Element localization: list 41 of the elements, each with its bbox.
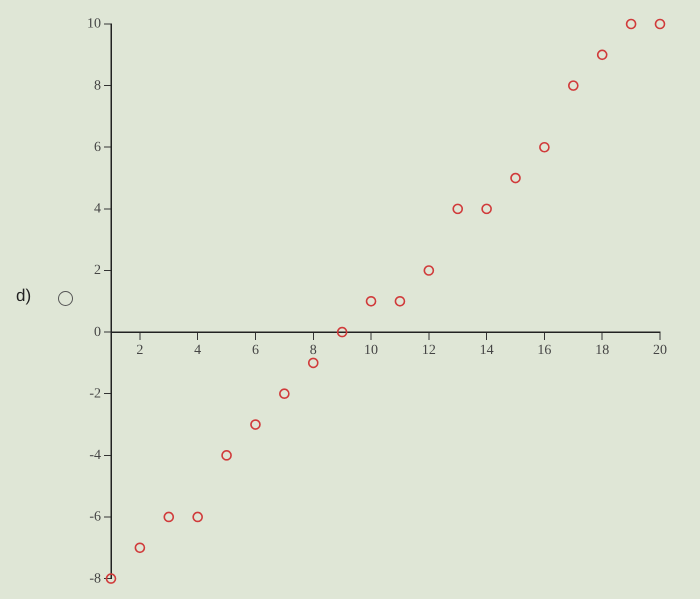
- y-tick-label: 8: [94, 78, 101, 94]
- x-tick-label: 10: [364, 343, 378, 358]
- point: [308, 358, 319, 368]
- y-tick-label: -4: [89, 448, 101, 464]
- x-tick-label: 20: [653, 343, 667, 358]
- x-tick-label: 14: [480, 343, 494, 358]
- point: [452, 204, 464, 214]
- x-tick-label: 6: [252, 343, 259, 358]
- y-tick-label: -6: [89, 510, 101, 525]
- x-tick-label: 8: [310, 343, 317, 358]
- point: [654, 18, 666, 30]
- point: [539, 142, 550, 153]
- y-tick-label: 10: [87, 16, 101, 32]
- point: [366, 296, 376, 307]
- y-tick-label: 6: [94, 140, 101, 155]
- x-tick-label: 16: [537, 343, 552, 358]
- x-tick-label: 2: [136, 343, 144, 358]
- point: [481, 204, 492, 214]
- x-tick-label: 4: [194, 343, 202, 358]
- y-tick-label: -2: [89, 386, 101, 402]
- point: [279, 388, 290, 400]
- point: [424, 265, 434, 276]
- text: d): [16, 286, 32, 306]
- point: [250, 419, 261, 430]
- point: [394, 296, 406, 307]
- point: [221, 450, 232, 461]
- y-tick-label: 4: [94, 202, 101, 217]
- point: [134, 542, 146, 554]
- y-tick-label: 0: [94, 324, 101, 340]
- point: [163, 512, 174, 522]
- x-tick-label: 12: [422, 343, 436, 358]
- point: [336, 326, 348, 338]
- y-tick-label: 2: [94, 263, 101, 278]
- point: [106, 573, 116, 584]
- y-tick-label: -8: [89, 571, 101, 586]
- point: [596, 50, 608, 60]
- point: [192, 512, 203, 522]
- x-tick-label: 18: [595, 343, 610, 358]
- point: [568, 80, 579, 91]
- point: [510, 172, 521, 184]
- point: [626, 18, 636, 30]
